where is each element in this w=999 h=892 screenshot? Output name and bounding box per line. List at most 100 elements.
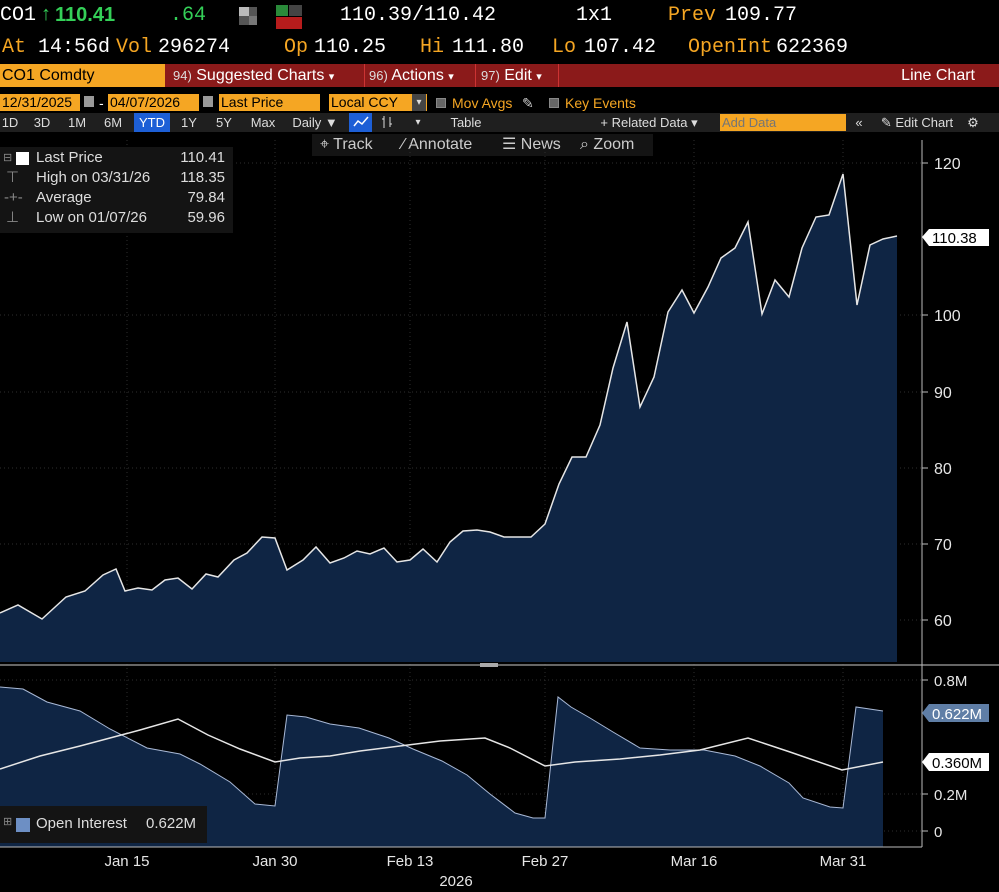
open-interest-swatch bbox=[16, 818, 30, 832]
pane-resize-handle[interactable] bbox=[480, 663, 498, 667]
security-field[interactable]: CO1 Comdty bbox=[0, 64, 165, 87]
y-tick-label: 70 bbox=[934, 537, 952, 554]
trade-time: 14:56d bbox=[38, 36, 111, 59]
zoom-tool[interactable]: ⌕ Zoom bbox=[580, 134, 634, 156]
y-tick-label: 90 bbox=[934, 385, 952, 402]
ticker[interactable]: CO1 bbox=[0, 4, 37, 27]
op-label: Op bbox=[284, 36, 309, 59]
legend-row-average[interactable]: -+- Average 79.84 bbox=[0, 188, 233, 208]
add-data-input[interactable] bbox=[720, 114, 846, 131]
related-data-menu[interactable]: + Related Data ▾ bbox=[600, 115, 698, 130]
last-price: 110.41 bbox=[55, 4, 116, 26]
bid-ask: 110.39/110.42 bbox=[340, 4, 497, 27]
period-ytd[interactable]: YTD bbox=[134, 113, 170, 132]
price-legend: ⊟ Last Price 110.41 ⊤ High on 03/31/26 1… bbox=[0, 147, 233, 233]
comparison-callout-label: 0.360M bbox=[932, 755, 982, 772]
volume: 296274 bbox=[158, 36, 231, 59]
prev-label: Prev bbox=[668, 4, 717, 27]
open-interest: 622369 bbox=[776, 36, 849, 59]
calendar-icon[interactable] bbox=[84, 96, 94, 107]
high-marker-icon: ⊤ bbox=[6, 169, 20, 186]
frequency-select[interactable]: Daily ▼ bbox=[292, 115, 338, 130]
grid-horizontal bbox=[0, 162, 922, 832]
period-1d[interactable]: 1D bbox=[1, 115, 19, 130]
vol-label: Vol bbox=[116, 36, 153, 59]
key-events-checkbox[interactable] bbox=[549, 98, 559, 108]
chevron-down-icon: ▾ bbox=[328, 71, 335, 83]
net-change: .64 bbox=[170, 4, 207, 27]
start-date-field[interactable]: 12/31/2025 bbox=[0, 94, 80, 111]
x-axis-labels: Jan 15 Jan 30 Feb 13 Feb 27 Mar 16 Mar 3… bbox=[104, 853, 866, 890]
y-tick-label: 120 bbox=[934, 156, 961, 173]
menu-divider bbox=[475, 64, 476, 87]
field-select[interactable]: Last Price bbox=[219, 94, 320, 111]
legend-label: Average bbox=[36, 189, 92, 206]
annotate-tool[interactable]: ⁄ Annotate bbox=[402, 134, 472, 156]
legend-label: High on 03/31/26 bbox=[36, 169, 151, 186]
table-button[interactable]: Table bbox=[450, 115, 482, 130]
y-ticks bbox=[922, 162, 928, 832]
legend-row-high[interactable]: ⊤ High on 03/31/26 118.35 bbox=[0, 168, 233, 188]
chart-tools-bar: ⌖ Track ⁄ Annotate ☰ News ⌕ Zoom bbox=[312, 134, 653, 156]
period-3d[interactable]: 3D bbox=[33, 115, 51, 130]
oi-callout: 0.622M bbox=[922, 704, 989, 723]
hi-label: Hi bbox=[420, 36, 445, 59]
mov-avgs-label[interactable]: Mov Avgs bbox=[452, 95, 513, 111]
chevron-down-icon[interactable]: ▾ bbox=[415, 117, 421, 128]
expand-icon[interactable]: ⊞ bbox=[3, 816, 13, 828]
open-interest-legend[interactable]: ⊞ Open Interest 0.622M bbox=[0, 806, 207, 843]
period-6m[interactable]: 6M bbox=[103, 115, 123, 130]
period-1m[interactable]: 1M bbox=[67, 115, 87, 130]
track-tool[interactable]: ⌖ Track bbox=[320, 134, 373, 156]
last-price-swatch bbox=[16, 152, 29, 165]
annotate-label: Annotate bbox=[408, 136, 473, 153]
lo-label: Lo bbox=[552, 36, 577, 59]
collapse-icon[interactable]: ⊟ bbox=[3, 152, 13, 164]
news-label: News bbox=[520, 136, 561, 153]
currency-select[interactable]: Local CCY bbox=[329, 94, 427, 111]
x-tick-label: Mar 31 bbox=[820, 853, 867, 870]
legend-value: 59.96 bbox=[187, 209, 225, 226]
actions-menu[interactable]: 96) Actions ▾ bbox=[369, 64, 454, 87]
pencil-icon[interactable]: ✎ bbox=[522, 95, 534, 111]
news-tool[interactable]: ☰ News bbox=[502, 134, 561, 156]
edit-chart-button[interactable]: ✎ Edit Chart bbox=[874, 113, 960, 132]
gear-icon[interactable]: ⚙ bbox=[967, 115, 979, 130]
line-chart-icon[interactable] bbox=[349, 113, 372, 132]
period-1y[interactable]: 1Y bbox=[181, 115, 197, 130]
x-tick-label: Feb 27 bbox=[522, 853, 569, 870]
period-max[interactable]: Max bbox=[250, 115, 276, 130]
monitor-icon[interactable] bbox=[238, 6, 258, 32]
pencil-icon: ✎ bbox=[880, 115, 892, 130]
menu-number: 97) bbox=[481, 68, 500, 83]
up-arrow: ↑ bbox=[40, 4, 53, 27]
price-area bbox=[0, 174, 897, 662]
collapse-icon[interactable]: « bbox=[855, 115, 863, 130]
key-events-label[interactable]: Key Events bbox=[565, 95, 636, 111]
suggested-charts-menu[interactable]: 94) Suggested Charts ▾ bbox=[173, 64, 334, 87]
news-icon: ☰ bbox=[502, 136, 517, 153]
low-marker-icon: ⊥ bbox=[6, 209, 20, 226]
legend-row-last[interactable]: ⊟ Last Price 110.41 bbox=[0, 148, 233, 168]
legend-label: Open Interest bbox=[36, 815, 127, 832]
period-5y[interactable]: 5Y bbox=[216, 115, 232, 130]
zoom-label: Zoom bbox=[593, 136, 635, 153]
legend-row-low[interactable]: ⊥ Low on 01/07/26 59.96 bbox=[0, 208, 233, 228]
end-date-field[interactable]: 04/07/2026 bbox=[108, 94, 199, 111]
y-tick-label: 0.8M bbox=[934, 673, 967, 690]
openint-label: OpenInt bbox=[688, 36, 773, 59]
menu-bar: CO1 Comdty 94) Suggested Charts ▾ 96) Ac… bbox=[0, 64, 999, 87]
edit-menu[interactable]: 97) Edit ▾ bbox=[481, 64, 542, 87]
comparison-line bbox=[0, 718, 884, 771]
average-marker-icon: -+- bbox=[4, 189, 23, 206]
chevron-down-icon[interactable]: ▾ bbox=[412, 94, 426, 111]
heatmap-icon[interactable] bbox=[276, 5, 302, 35]
x-tick-label: Jan 30 bbox=[252, 853, 297, 870]
calendar-icon[interactable] bbox=[203, 96, 213, 107]
y-axis-labels: 120 100 90 80 70 60 bbox=[934, 156, 961, 630]
menu-number: 94) bbox=[173, 68, 192, 83]
track-label: Track bbox=[333, 136, 373, 153]
bar-chart-icon[interactable] bbox=[376, 113, 398, 132]
mov-avgs-checkbox[interactable] bbox=[436, 98, 446, 108]
high-price: 111.80 bbox=[452, 36, 525, 59]
